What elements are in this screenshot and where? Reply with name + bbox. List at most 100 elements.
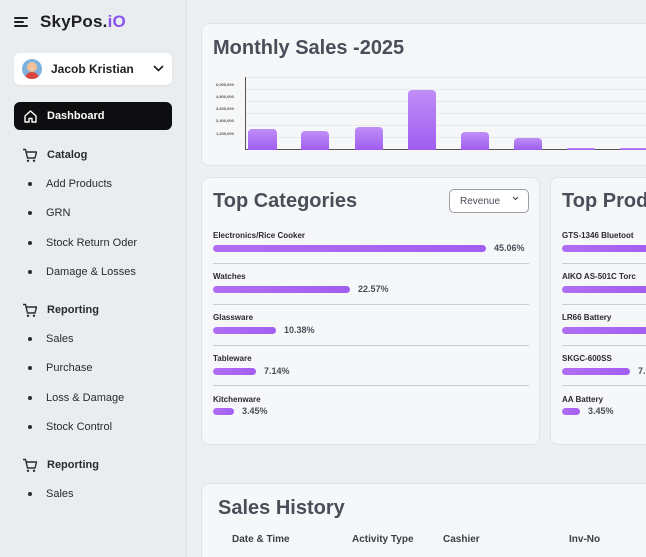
nav-sub-stock-control[interactable]: Stock Control [28,421,112,433]
gridline [245,113,646,114]
category-label: Glassware [213,313,254,322]
column-header-cashier[interactable]: Cashier [443,534,480,545]
category-bar [213,286,350,293]
product-label: GTS-1346 Bluetoot [562,231,634,240]
divider [562,385,646,386]
monthly-sales-title: Monthly Sales -2025 [213,37,405,59]
divider [562,263,646,264]
chart-bar [514,138,542,150]
chart-bar [408,90,436,150]
sales-history-title: Sales History [218,497,345,519]
cart-icon [22,302,38,318]
y-tick-label: 1,200,000 [216,131,234,136]
divider [213,304,529,305]
column-header-activity[interactable]: Activity Type [352,534,414,545]
top-categories-card [201,177,540,445]
product-label: AIKO AS-501C Torc [562,272,636,281]
category-percent: 3.45% [242,406,268,416]
chart-bar [620,148,646,150]
category-label: Kitchenware [213,395,261,404]
user-selector[interactable]: Jacob Kristian [14,53,172,85]
category-percent: 45.06% [494,243,525,253]
category-bar [213,408,234,415]
revenue-dropdown-value: Revenue [460,195,501,207]
y-tick-label: 2,400,000 [216,118,234,123]
top-categories-title: Top Categories [213,190,358,212]
chevron-down-icon [512,196,519,203]
nav-sub-loss-damage[interactable]: Loss & Damage [28,392,124,404]
revenue-dropdown[interactable]: Revenue [449,189,529,213]
avatar [22,59,42,79]
product-bar [562,286,646,293]
nav-reporting-2-label: Reporting [47,459,99,471]
divider [213,263,529,264]
category-label: Electronics/Rice Cooker [213,231,306,240]
monthly-sales-chart [245,77,646,150]
gridline [245,137,646,138]
chart-bar [355,127,383,150]
category-label: Watches [213,272,246,281]
cart-icon [22,147,38,163]
sales-history-card [201,483,646,557]
nav-sub-purchase[interactable]: Purchase [28,362,92,374]
category-percent: 7.14% [264,366,290,376]
category-percent: 22.57% [358,284,389,294]
cart-icon [22,457,38,473]
product-label: LR66 Battery [562,313,612,322]
top-products-card [550,177,646,445]
sidebar: SkyPos.iO Jacob Kristian Dashboard Catal… [0,0,187,557]
chart-bar [567,148,595,150]
product-percent: 7. [638,366,646,376]
y-tick-label: 6,000,000 [216,82,234,87]
category-bar [213,245,486,252]
nav-sub-add-products[interactable]: Add Products [28,178,112,190]
nav-reporting-label: Reporting [47,304,99,316]
divider [213,385,529,386]
nav-dashboard-label: Dashboard [47,110,105,122]
nav-sub-damage-losses[interactable]: Damage & Losses [28,266,136,278]
gridline [245,101,646,102]
category-label: Tableware [213,354,252,363]
divider [562,345,646,346]
chart-bar [301,131,329,150]
menu-icon[interactable] [14,16,28,28]
nav-dashboard[interactable]: Dashboard [14,102,172,130]
product-bar [562,245,646,252]
product-label: SKGC-600SS [562,354,612,363]
y-tick-label: 3,600,000 [216,106,234,111]
product-percent: 3.45% [588,406,614,416]
nav-reporting[interactable]: Reporting [14,296,172,324]
x-axis [245,149,646,150]
y-tick-label: 4,800,000 [216,94,234,99]
nav-reporting-2[interactable]: Reporting [14,451,172,479]
gridline [245,125,646,126]
category-bar [213,368,256,375]
user-name: Jacob Kristian [51,62,134,76]
divider [562,304,646,305]
gridline [245,89,646,90]
nav-sub-sales[interactable]: Sales [28,333,74,345]
brand: SkyPos.iO [14,12,126,32]
sidebar-divider [186,0,187,557]
product-label: AA Battery [562,395,604,404]
gridline [245,77,646,78]
chart-bar [248,129,277,150]
nav-catalog-label: Catalog [47,149,88,161]
y-axis [245,77,246,150]
brand-logo[interactable]: SkyPos.iO [40,12,126,31]
chart-bar [461,132,489,150]
product-bar [562,327,646,334]
nav-sub-sales-2[interactable]: Sales [28,488,74,500]
product-bar [562,368,630,375]
product-bar [562,408,580,415]
category-bar [213,327,276,334]
top-products-title: Top Produ [562,190,646,212]
divider [213,345,529,346]
nav-catalog[interactable]: Catalog [14,141,172,169]
column-header-date[interactable]: Date & Time [232,534,290,545]
nav-sub-stock-return[interactable]: Stock Return Oder [28,237,137,249]
category-percent: 10.38% [284,325,315,335]
home-icon [22,108,38,124]
column-header-inv-no[interactable]: Inv-No [569,534,601,545]
nav-sub-grn[interactable]: GRN [28,207,70,219]
